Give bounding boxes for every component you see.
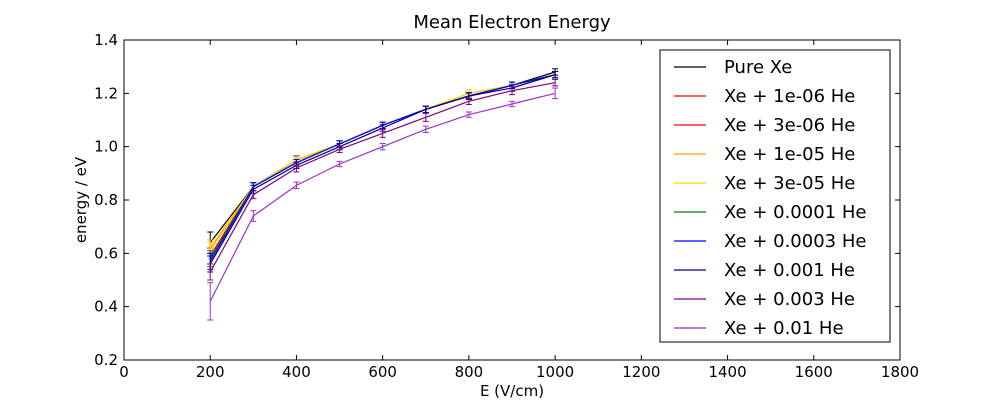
y-tick-label: 0.6 — [94, 244, 118, 262]
legend-label: Xe + 0.01 He — [724, 318, 844, 339]
legend-box — [659, 49, 891, 343]
legend-item: Xe + 1e-05 He — [674, 144, 855, 165]
series — [207, 70, 559, 273]
x-tick-label: 800 — [455, 363, 484, 381]
data-point-errorbar — [552, 87, 559, 100]
series — [207, 70, 559, 260]
plot-area — [207, 68, 559, 321]
legend-item: Xe + 0.0003 He — [674, 231, 866, 252]
legend-label: Xe + 3e-06 He — [724, 115, 855, 136]
x-tick-label: 200 — [196, 363, 225, 381]
data-point-errorbar — [207, 263, 214, 281]
data-point-errorbar — [509, 86, 515, 96]
y-tick-label: 0.2 — [94, 351, 118, 369]
y-tick-label: 0.4 — [94, 298, 118, 316]
data-point-errorbar — [422, 105, 429, 114]
series-line — [209, 74, 556, 252]
series-line — [209, 74, 556, 257]
data-point-errorbar — [465, 97, 472, 106]
data-point-errorbar — [552, 78, 559, 87]
data-point-errorbar — [336, 145, 343, 154]
x-tick-label: 400 — [282, 363, 311, 381]
series — [207, 87, 559, 321]
series-line — [209, 74, 556, 259]
series — [207, 70, 559, 265]
data-point-errorbar — [207, 282, 214, 321]
series-line — [209, 74, 556, 257]
series-line — [209, 74, 556, 265]
y-tick-label: 0.8 — [94, 191, 118, 209]
x-tick-label: 1800 — [881, 363, 919, 381]
y-axis-label: energy / eV — [72, 156, 90, 243]
series — [207, 78, 559, 281]
data-point-errorbar — [250, 190, 257, 200]
data-point-errorbar — [379, 142, 386, 151]
series — [207, 68, 559, 254]
legend-item: Xe + 3e-06 He — [674, 115, 855, 136]
legend-item: Xe + 1e-06 He — [674, 86, 855, 107]
series-line — [209, 74, 556, 262]
legend-item: Pure Xe — [674, 57, 792, 78]
data-point-errorbar — [422, 112, 429, 122]
legend-label: Xe + 1e-05 He — [724, 144, 855, 165]
legend-item: Xe + 0.001 He — [674, 260, 855, 281]
legend-label: Xe + 1e-06 He — [724, 86, 855, 107]
legend-label: Xe + 0.003 He — [724, 289, 855, 310]
legend-label: Xe + 0.0003 He — [724, 231, 866, 252]
series-line — [209, 82, 556, 273]
series — [207, 70, 559, 268]
data-point-errorbar — [293, 181, 300, 190]
series — [207, 70, 559, 257]
legend-item: Xe + 3e-05 He — [674, 173, 855, 194]
x-tick-label: 1400 — [708, 363, 746, 381]
legend: Pure Xe Xe + 1e-06 He Xe + 3e-06 He Xe + 1e… — [659, 49, 891, 343]
axes: 0 200 400 600 800 1000 1200 1400 1600 1800 0.2 0.4 0… — [94, 31, 919, 381]
x-axis-label: E (V/cm) — [480, 382, 544, 400]
legend-item: Xe + 0.0001 He — [674, 202, 866, 223]
x-tick-label: 1000 — [536, 363, 574, 381]
legend-item: Xe + 0.003 He — [674, 289, 855, 310]
x-tick-label: 1200 — [622, 363, 660, 381]
y-tick-label: 1.2 — [94, 84, 118, 102]
data-point-errorbar — [422, 125, 429, 134]
y-tick-label: 1.0 — [94, 138, 118, 156]
data-point-errorbar — [379, 128, 386, 138]
legend-label: Xe + 0.0001 He — [724, 202, 866, 223]
legend-label: Xe + 0.001 He — [724, 260, 855, 281]
x-tick-label: 600 — [368, 363, 397, 381]
legend-label: Xe + 3e-05 He — [724, 173, 855, 194]
legend-label: Pure Xe — [724, 57, 792, 78]
data-point-errorbar — [293, 163, 300, 173]
series — [207, 70, 559, 265]
data-point-errorbar — [465, 111, 472, 118]
data-point-errorbar — [509, 100, 515, 108]
x-tick-label: 1600 — [795, 363, 833, 381]
x-tick-label: 0 — [119, 363, 129, 381]
data-point-errorbar — [336, 160, 343, 168]
series-line — [209, 74, 556, 249]
legend-item: Xe + 0.01 He — [674, 318, 844, 339]
y-tick-label: 1.4 — [94, 31, 118, 49]
series-line — [209, 71, 556, 244]
series — [207, 70, 559, 270]
data-point-errorbar — [552, 70, 559, 79]
chart-title: Mean Electron Energy — [413, 12, 611, 33]
data-point-errorbar — [250, 210, 257, 222]
